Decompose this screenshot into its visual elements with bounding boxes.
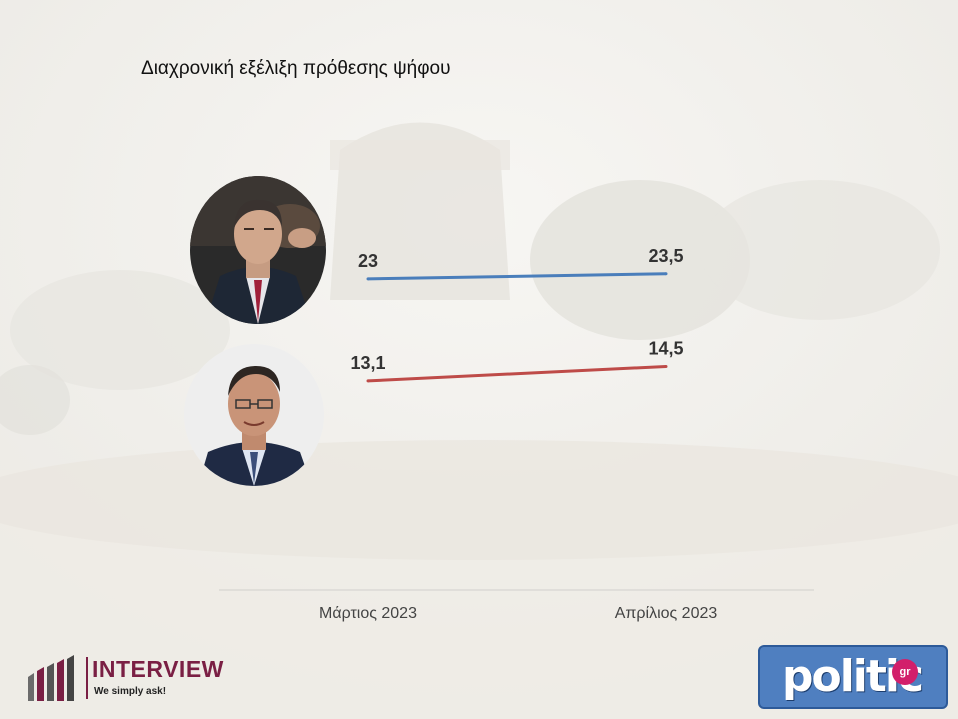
interview-logo-tagline: We simply ask! xyxy=(94,686,167,697)
x-tick-label: Μάρτιος 2023 xyxy=(319,605,417,622)
series-2-data-label: 13,1 xyxy=(350,353,385,373)
series-1-line xyxy=(367,272,667,281)
series-2-point xyxy=(664,364,668,368)
chart-title: Διαχρονική εξέλιξη πρόθεσης ψήφου xyxy=(141,58,451,79)
politic-logo: politic gr xyxy=(758,645,948,709)
candidate-1-photo xyxy=(190,176,326,324)
series-2-point xyxy=(366,379,370,383)
series-1-point xyxy=(664,272,668,276)
interview-logo: INTERVIEW We simply ask! xyxy=(26,655,241,705)
series-1-data-label: 23,5 xyxy=(648,246,683,266)
series-1-data-label: 23 xyxy=(358,251,378,271)
series-2-data-label: 14,5 xyxy=(648,338,683,358)
politic-logo-suffix: gr xyxy=(892,659,918,685)
interview-divider xyxy=(86,657,88,699)
series-1-point xyxy=(366,277,370,281)
series-2-line xyxy=(367,364,667,383)
interview-logo-name: INTERVIEW xyxy=(92,656,224,682)
x-tick-label: Απρίλιος 2023 xyxy=(615,605,718,622)
candidate-2-photo xyxy=(184,344,324,486)
interview-logo-mark xyxy=(28,655,74,701)
